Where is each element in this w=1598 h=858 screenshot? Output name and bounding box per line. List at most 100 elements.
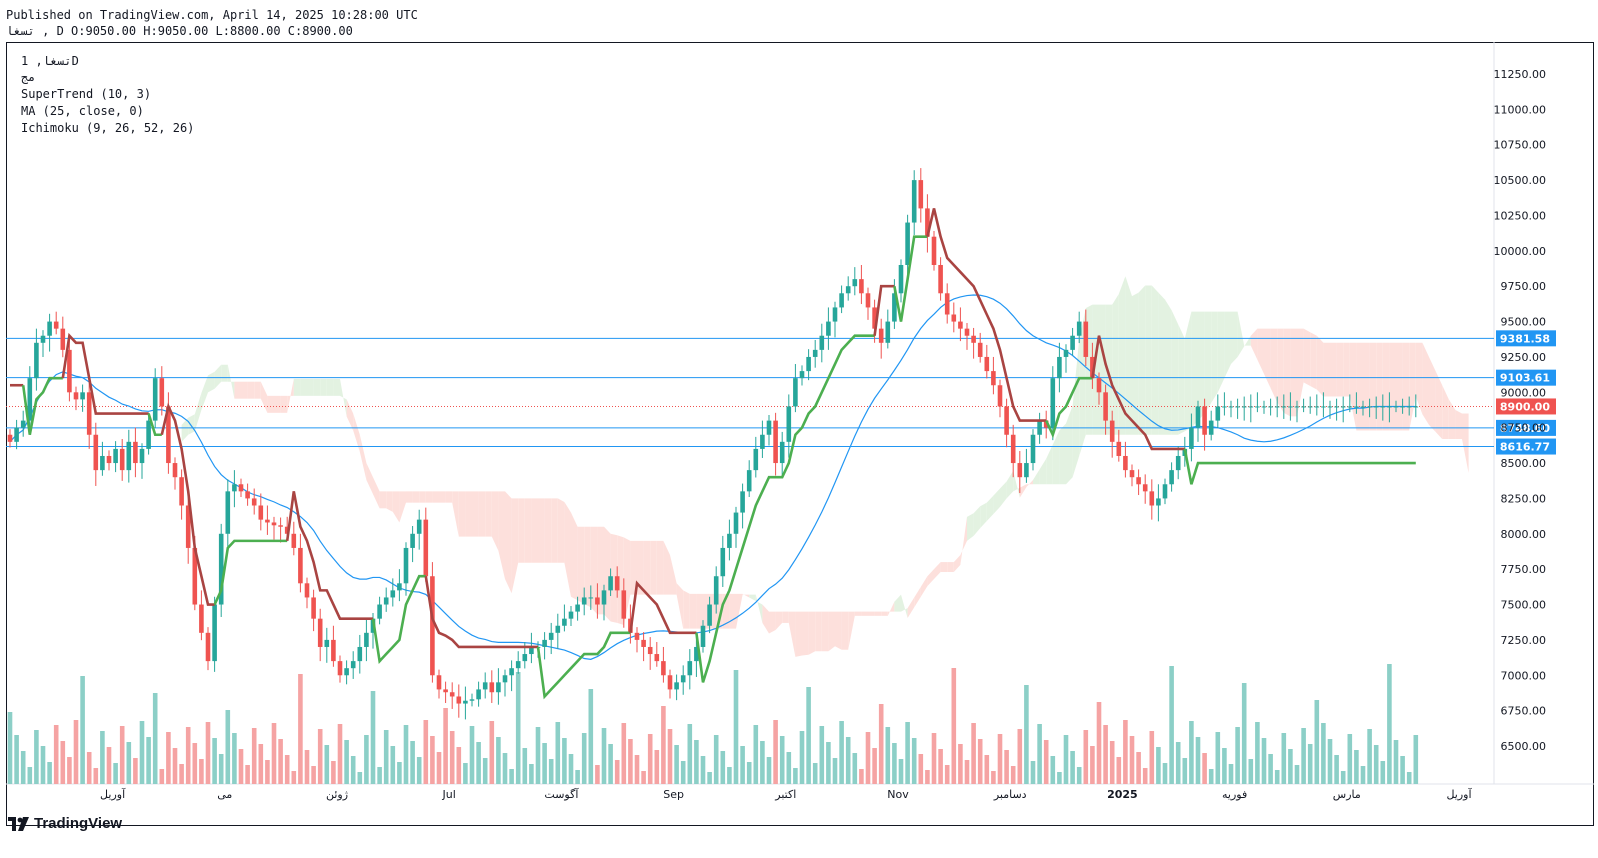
volume-bar — [377, 767, 382, 784]
volume-bar — [1010, 766, 1016, 784]
volume-bar — [1294, 765, 1300, 784]
candle-body — [1162, 484, 1168, 499]
volume-bar — [469, 726, 475, 784]
volume-bar — [859, 769, 864, 784]
ichimoku-cloud-segment — [1310, 332, 1317, 390]
candle-body — [14, 427, 19, 442]
candle-body — [700, 625, 706, 647]
candle-body — [172, 463, 178, 478]
volume-bar — [727, 767, 732, 784]
ichimoku-cloud-segment — [412, 491, 420, 503]
candle-body — [1288, 406, 1293, 408]
chart-canvas[interactable]: 9381.58 9103.61 8748.60 8616.77 6500.00 6750.… — [6, 42, 1594, 826]
ichimoku-cloud-segment — [683, 590, 690, 629]
candle-body — [1314, 406, 1320, 408]
ichimoku-cloud-segment — [1184, 311, 1192, 432]
ichimoku-cloud-segment — [881, 611, 888, 616]
ichimoku-cloud-segment — [353, 413, 360, 452]
ichimoku-cloud-segment — [432, 491, 439, 503]
volume-bar — [1083, 730, 1089, 784]
volume-bar — [133, 758, 138, 784]
ichimoku-cloud-segment — [637, 540, 644, 595]
supertrend-down-line — [61, 332, 149, 415]
volume-bar — [100, 731, 105, 784]
price-tick-label: 7000.00 — [1501, 669, 1547, 682]
volume-bar — [166, 732, 171, 784]
volume-bar — [766, 757, 772, 784]
ichimoku-cloud-segment — [465, 491, 472, 537]
candle-body — [542, 639, 547, 647]
candle-body — [641, 639, 646, 647]
candle-body — [100, 455, 105, 471]
ichimoku-cloud-segment — [1151, 285, 1159, 435]
volume-bar — [73, 720, 79, 784]
ichimoku-cloud-segment — [445, 491, 453, 503]
horizontal-line-label-3: 8748.60 — [1500, 422, 1550, 435]
volume-bar — [1004, 750, 1009, 784]
volume-bar — [1301, 728, 1306, 784]
ichimoku-cloud-segment — [498, 491, 505, 580]
volume-bar — [931, 733, 937, 784]
volume-bar — [40, 746, 46, 784]
volume-bar — [482, 758, 488, 784]
supertrend-up-line — [695, 334, 875, 683]
volume-bar — [284, 755, 290, 784]
candle-body — [73, 392, 79, 400]
ichimoku-cloud-segment — [1462, 413, 1469, 473]
volume-bar — [14, 735, 19, 784]
ichimoku-cloud-segment — [293, 378, 301, 396]
candle-body — [1327, 406, 1333, 408]
supertrend-up-line — [147, 413, 162, 437]
ichimoku-cloud-segment — [1138, 285, 1146, 435]
volume-bar — [1314, 700, 1320, 784]
candle-body — [984, 356, 990, 372]
supertrend-down-line — [424, 576, 538, 649]
volume-bar — [1169, 666, 1174, 784]
chart-frame[interactable]: 9381.58 9103.61 8748.60 8616.77 6500.00 6750.… — [6, 42, 1594, 826]
candle-body — [1406, 406, 1412, 408]
price-tick-label: 10250.00 — [1494, 209, 1547, 222]
volume-bar — [1307, 744, 1313, 784]
volume-bar — [430, 736, 435, 784]
volume-bar — [958, 744, 963, 784]
volume-bar — [964, 760, 970, 784]
candle-body — [298, 547, 303, 584]
chart-border — [6, 42, 1594, 826]
ichimoku-cloud-segment — [373, 477, 380, 509]
ichimoku-cloud-segment — [366, 463, 373, 495]
volume-bar — [205, 722, 211, 784]
candle-body — [47, 321, 52, 336]
ichimoku-cloud-segment — [1415, 342, 1423, 415]
ichimoku-cloud-segment — [227, 364, 235, 399]
candle-body — [397, 583, 402, 591]
candle-body — [991, 371, 996, 386]
volume-bar — [410, 741, 415, 784]
candle-body — [1248, 406, 1254, 408]
volume-bar — [159, 769, 165, 784]
volume-bar — [971, 723, 976, 784]
volume-bar — [1248, 759, 1254, 784]
candle-body — [245, 491, 250, 499]
candle-body — [1202, 406, 1207, 435]
price-tick-label: 7250.00 — [1501, 634, 1547, 647]
candle-body — [555, 625, 561, 633]
volume-bar — [1215, 732, 1221, 784]
candle-body — [918, 180, 924, 209]
volume-bar — [1109, 741, 1115, 784]
candle-body — [852, 279, 858, 287]
time-tick-label: مارس — [1333, 788, 1361, 801]
volume-bar — [1024, 685, 1029, 784]
candle-body — [1274, 406, 1280, 408]
ichimoku-cloud-segment — [241, 381, 248, 399]
volume-bar — [258, 744, 264, 784]
ichimoku-cloud-segment — [524, 498, 532, 563]
ichimoku-cloud-segment — [762, 604, 769, 634]
volume-bar — [753, 725, 759, 784]
ichimoku-cloud-segment — [1422, 342, 1429, 425]
legend-ma[interactable]: MA (25, close, 0) — [21, 104, 144, 118]
legend-supertrend[interactable]: SuperTrend (10, 3) — [21, 87, 152, 101]
legend-ichimoku[interactable]: Ichimoku (9, 26, 52, 26) — [21, 121, 195, 135]
time-tick-label: آوریل — [100, 787, 126, 801]
ichimoku-cloud-segment — [1066, 405, 1073, 485]
ichimoku-cloud-segment — [1250, 328, 1258, 360]
